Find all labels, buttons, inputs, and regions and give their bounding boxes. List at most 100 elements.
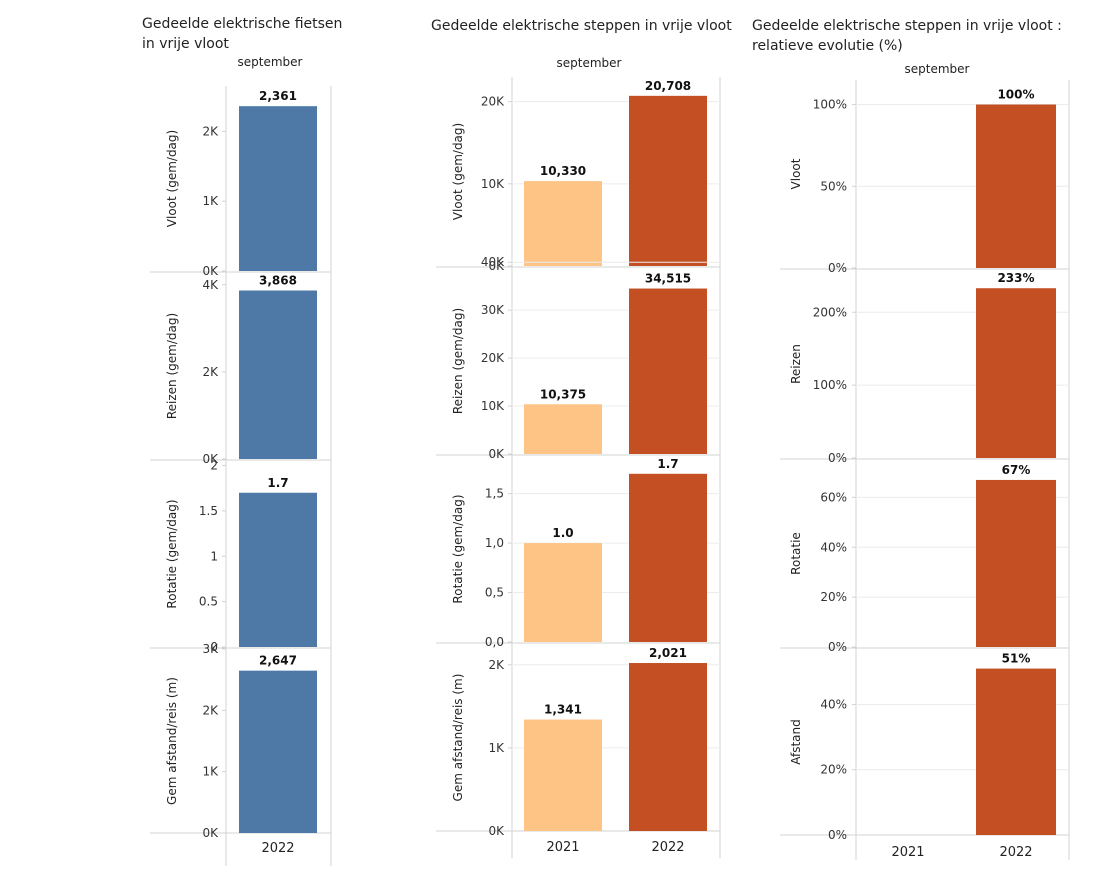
evolutie-y-axis-label: Reizen xyxy=(789,344,803,384)
steppen-tick-label: 2K xyxy=(488,658,505,672)
fietsen-bar-2022 xyxy=(239,290,317,459)
evolutie-y-axis-label: Vloot xyxy=(789,158,803,189)
evolutie-tick-label: 200% xyxy=(813,305,847,319)
period-label-steppen: september xyxy=(556,56,622,70)
steppen-bar-2021 xyxy=(524,181,602,266)
period-label-evolutie: september xyxy=(904,62,970,76)
fietsen-tick-label: 0K xyxy=(202,826,219,840)
steppen-y-axis-label: Rotatie (gem/dag) xyxy=(451,494,465,603)
fietsen-value-label: 1.7 xyxy=(267,476,288,490)
fietsen-value-label: 2,647 xyxy=(259,654,297,668)
chart-title-evolutie-line-1: Gedeelde elektrische steppen in vrije vl… xyxy=(752,18,1062,34)
fietsen-tick-label: 2 xyxy=(210,459,218,473)
steppen-tick-label: 0,0 xyxy=(485,635,504,649)
evolutie-tick-label: 0% xyxy=(828,640,847,654)
fietsen-y-axis-label: Rotatie (gem/dag) xyxy=(165,499,179,608)
chart-title-evolutie: Gedeelde elektrische steppen in vrije vl… xyxy=(752,16,1062,56)
evolutie-value-label: 51% xyxy=(1002,652,1031,666)
fietsen-tick-label: 3K xyxy=(202,642,219,656)
evolutie-tick-label: 40% xyxy=(820,540,847,554)
steppen-bar-2022 xyxy=(629,663,707,831)
evolutie-value-label: 100% xyxy=(997,88,1034,102)
fietsen-bar-2022 xyxy=(239,670,317,833)
fietsen-y-axis-label: Vloot (gem/dag) xyxy=(165,130,179,227)
fietsen-value-label: 2,361 xyxy=(259,89,297,103)
fietsen-tick-label: 2K xyxy=(202,703,219,717)
evolutie-tick-label: 60% xyxy=(820,490,847,504)
steppen-bar-2022 xyxy=(629,95,707,266)
steppen-value-label: 2,021 xyxy=(649,646,687,660)
steppen-tick-label: 10K xyxy=(481,399,505,413)
steppen-y-axis-label: Gem afstand/reis (m) xyxy=(451,674,465,802)
steppen-value-label: 10,375 xyxy=(540,387,586,401)
evolutie-value-label: 67% xyxy=(1002,463,1031,477)
evolutie-tick-label: 40% xyxy=(820,697,847,711)
fietsen-tick-label: 1.5 xyxy=(199,504,218,518)
fietsen-value-label: 3,868 xyxy=(259,274,297,288)
evolutie-value-label: 233% xyxy=(997,271,1034,285)
evolutie-y-axis-label: Afstand xyxy=(789,719,803,765)
fietsen-bar-2022 xyxy=(239,106,317,271)
steppen-tick-label: 20K xyxy=(481,351,505,365)
evolutie-category-label: 2021 xyxy=(891,845,924,860)
fietsen-bar-2022 xyxy=(239,492,317,647)
fietsen-category-label: 2022 xyxy=(261,841,294,856)
fietsen-tick-label: 0.5 xyxy=(199,595,218,609)
fietsen-tick-label: 0K xyxy=(202,264,219,278)
evolutie-tick-label: 0% xyxy=(828,451,847,465)
evolutie-bar-2022 xyxy=(976,288,1056,458)
chart-title-steppen: Gedeelde elektrische steppen in vrije vl… xyxy=(431,16,732,36)
fietsen-tick-label: 2K xyxy=(202,365,219,379)
steppen-y-axis-label: Vloot (gem/dag) xyxy=(451,123,465,220)
steppen-value-label: 34,515 xyxy=(645,272,691,286)
evolutie-tick-label: 100% xyxy=(813,98,847,112)
fietsen-tick-label: 2K xyxy=(202,124,219,138)
steppen-bar-2022 xyxy=(629,288,707,454)
steppen-value-label: 1,341 xyxy=(544,703,582,717)
evolutie-category-label: 2022 xyxy=(999,845,1032,860)
steppen-category-label: 2021 xyxy=(546,840,579,855)
evolutie-tick-label: 50% xyxy=(820,179,847,193)
period-label-fietsen: september xyxy=(237,55,303,69)
chart-title-fietsen-line-1: Gedeelde elektrische fietsen xyxy=(142,16,343,32)
fietsen-tick-label: 1K xyxy=(202,194,219,208)
chart-title-fietsen-line-2: in vrije vloot xyxy=(142,36,229,52)
fietsen-tick-label: 4K xyxy=(202,278,219,292)
evolutie-bar-2022 xyxy=(976,479,1056,647)
evolutie-tick-label: 20% xyxy=(820,590,847,604)
steppen-value-label: 1.0 xyxy=(552,526,573,540)
chart-title-fietsen: Gedeelde elektrische fietsen in vrije vl… xyxy=(142,14,342,54)
evolutie-bar-2022 xyxy=(976,668,1056,835)
evolutie-tick-label: 100% xyxy=(813,378,847,392)
steppen-tick-label: 0K xyxy=(488,259,505,273)
steppen-tick-label: 40K xyxy=(481,255,505,269)
evolutie-tick-label: 0% xyxy=(828,261,847,275)
steppen-value-label: 10,330 xyxy=(540,164,586,178)
fietsen-tick-label: 0 xyxy=(210,640,218,654)
steppen-y-axis-label: Reizen (gem/dag) xyxy=(451,308,465,414)
steppen-bar-2021 xyxy=(524,404,602,454)
steppen-tick-label: 20K xyxy=(481,95,505,109)
fietsen-y-axis-label: Reizen (gem/dag) xyxy=(165,313,179,419)
fietsen-y-axis-label: Gem afstand/reis (m) xyxy=(165,677,179,805)
steppen-bar-2021 xyxy=(524,543,602,642)
fietsen-tick-label: 0K xyxy=(202,452,219,466)
steppen-tick-label: 0K xyxy=(488,824,505,838)
evolutie-tick-label: 0% xyxy=(828,828,847,842)
steppen-bar-2021 xyxy=(524,719,602,831)
chart-title-steppen-line-1: Gedeelde elektrische steppen in vrije vl… xyxy=(431,18,732,34)
steppen-bar-2022 xyxy=(629,473,707,642)
evolutie-tick-label: 20% xyxy=(820,763,847,777)
fietsen-tick-label: 1 xyxy=(210,549,218,563)
steppen-tick-label: 10K xyxy=(481,177,505,191)
steppen-tick-label: 0K xyxy=(488,447,505,461)
steppen-tick-label: 1,5 xyxy=(485,487,504,501)
steppen-category-label: 2022 xyxy=(651,840,684,855)
evolutie-y-axis-label: Rotatie xyxy=(789,532,803,575)
evolutie-bar-2022 xyxy=(976,104,1056,269)
steppen-tick-label: 30K xyxy=(481,303,505,317)
fietsen-tick-label: 1K xyxy=(202,765,219,779)
steppen-value-label: 20,708 xyxy=(645,79,691,93)
steppen-value-label: 1.7 xyxy=(657,457,678,471)
